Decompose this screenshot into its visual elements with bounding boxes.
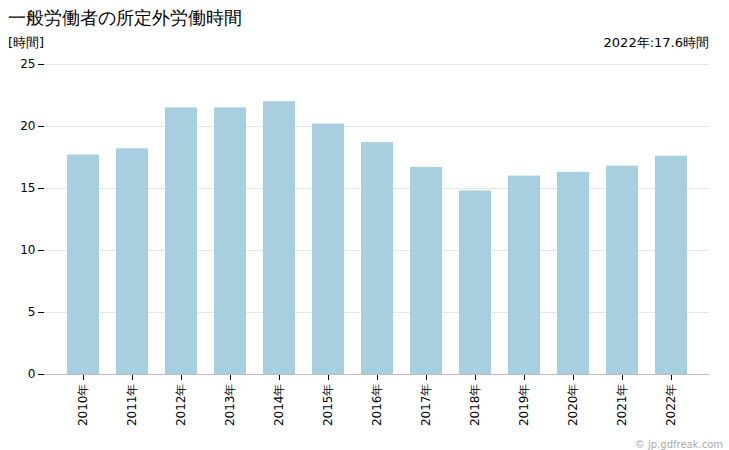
html-text:一般労働者の所定外労働時間: 一般労働者の所定外労働時間 [8, 7, 242, 28]
svg-text:2011年: 2011年 [125, 384, 139, 427]
svg-text:15: 15 [20, 181, 35, 195]
svg-text:2016年: 2016年 [370, 384, 384, 427]
html-text:2022年:17.6時間: 2022年:17.6時間 [603, 35, 709, 50]
svg-text:2015年: 2015年 [321, 384, 335, 427]
svg-text:5: 5 [28, 305, 36, 319]
html-text:© jp.gdfreak.com: © jp.gdfreak.com [634, 439, 723, 450]
svg-text:2020年: 2020年 [566, 384, 580, 427]
svg-text:2013年: 2013年 [223, 384, 237, 427]
svg-text:25: 25 [20, 57, 35, 71]
svg-text:20: 20 [20, 119, 35, 133]
svg-text:2012年: 2012年 [174, 384, 188, 427]
svg-text:10: 10 [20, 243, 35, 257]
svg-text:2019年: 2019年 [517, 384, 531, 427]
svg-text:2018年: 2018年 [468, 384, 482, 427]
svg-text:2010年: 2010年 [76, 384, 90, 427]
svg-text:2017年: 2017年 [419, 384, 433, 427]
svg-text:2021年: 2021年 [615, 384, 629, 427]
svg-text:2022年: 2022年 [664, 384, 678, 427]
svg-text:2014年: 2014年 [272, 384, 286, 427]
svg-text:0: 0 [28, 367, 36, 381]
html-text:[時間]: [時間] [8, 35, 45, 50]
